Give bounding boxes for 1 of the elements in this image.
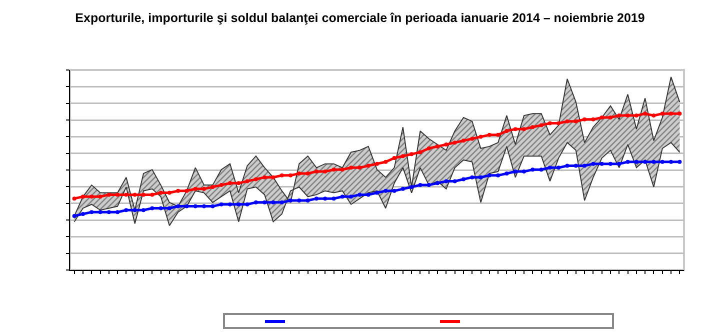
chart-title: Exporturile, importurile şi soldul balanţei comerciale în perioada ianuarie 2014 – noiembrie 2019 <box>75 11 645 26</box>
